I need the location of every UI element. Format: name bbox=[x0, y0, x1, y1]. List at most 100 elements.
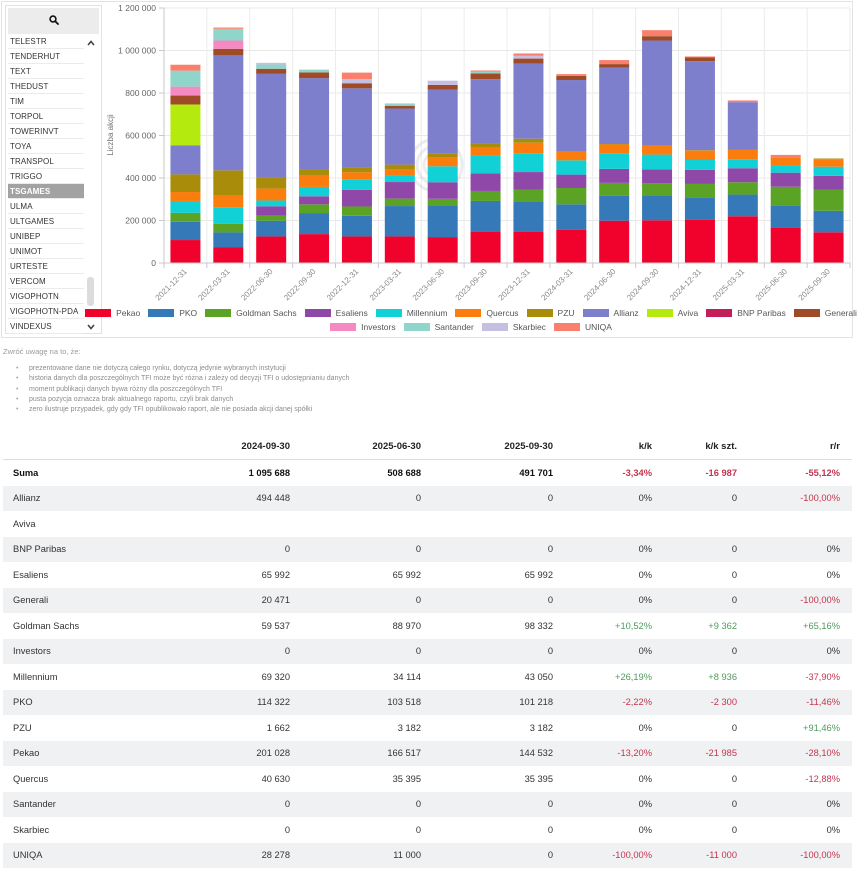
bar-pko-2022-06-30[interactable] bbox=[256, 220, 287, 237]
legend-item-pzu[interactable]: PZU bbox=[526, 308, 575, 318]
bar-pzu-2022-12-31[interactable] bbox=[341, 167, 372, 173]
bar-goldman-sachs-2022-09-30[interactable] bbox=[299, 204, 330, 214]
bar-santander-2021-12-31[interactable] bbox=[170, 70, 201, 87]
bar-goldman-sachs-2025-09-30[interactable] bbox=[813, 189, 844, 211]
bar-millennium-2023-06-30[interactable] bbox=[427, 166, 458, 183]
bar-pekao-2022-12-31[interactable] bbox=[341, 236, 372, 263]
bar-millennium-2023-03-31[interactable] bbox=[384, 175, 415, 183]
bar-esaliens-2022-06-30[interactable] bbox=[256, 206, 287, 216]
bar-pzu-2023-09-30[interactable] bbox=[470, 143, 501, 148]
legend-item-quercus[interactable]: Quercus bbox=[455, 308, 519, 318]
bar-generali-2024-06-30[interactable] bbox=[599, 64, 630, 68]
bar-pekao-2024-03-31[interactable] bbox=[556, 229, 587, 263]
bar-esaliens-2023-09-30[interactable] bbox=[470, 173, 501, 191]
bar-esaliens-2023-03-31[interactable] bbox=[384, 182, 415, 199]
bar-pekao-2021-12-31[interactable] bbox=[170, 240, 201, 263]
bar-uniqa-2025-03-31[interactable] bbox=[727, 100, 758, 103]
bar-millennium-2023-09-30[interactable] bbox=[470, 155, 501, 174]
bar-pko-2022-12-31[interactable] bbox=[341, 215, 372, 237]
bar-pko-2022-09-30[interactable] bbox=[299, 213, 330, 235]
bar-quercus-2023-06-30[interactable] bbox=[427, 157, 458, 167]
search-button[interactable] bbox=[8, 8, 99, 34]
header-2024-09-30[interactable]: 2024-09-30 bbox=[163, 433, 293, 460]
bar-millennium-2022-06-30[interactable] bbox=[256, 200, 287, 207]
legend-item-goldman-sachs[interactable]: Goldman Sachs bbox=[205, 308, 297, 318]
bar-skarbiec-2023-06-30[interactable] bbox=[427, 80, 458, 85]
ticker-item[interactable]: TORPOL bbox=[8, 109, 84, 124]
bar-allianz-2024-06-30[interactable] bbox=[599, 67, 630, 144]
bar-pekao-2023-06-30[interactable] bbox=[427, 237, 458, 263]
bar-allianz-2022-03-31[interactable] bbox=[213, 55, 244, 171]
bar-pko-2023-12-31[interactable] bbox=[513, 201, 544, 232]
legend-item-esaliens[interactable]: Esaliens bbox=[304, 308, 368, 318]
bar-allianz-2023-03-31[interactable] bbox=[384, 108, 415, 165]
legend-item-aviva[interactable]: Aviva bbox=[646, 308, 698, 318]
legend-item-santander[interactable]: Santander bbox=[403, 322, 474, 332]
bar-pzu-2021-12-31[interactable] bbox=[170, 174, 201, 193]
bar-esaliens-2024-06-30[interactable] bbox=[599, 168, 630, 183]
header-rr-pct[interactable]: r/r bbox=[740, 433, 852, 460]
ticker-item[interactable]: UNIMOT bbox=[8, 244, 84, 259]
bar-pekao-2023-09-30[interactable] bbox=[470, 231, 501, 263]
bar-quercus-2024-09-30[interactable] bbox=[642, 145, 673, 155]
ticker-item[interactable]: TEXT bbox=[8, 64, 84, 79]
bar-esaliens-2023-06-30[interactable] bbox=[427, 182, 458, 199]
bar-millennium-2023-12-31[interactable] bbox=[513, 153, 544, 173]
bar-pko-2021-12-31[interactable] bbox=[170, 221, 201, 241]
bar-allianz-2023-09-30[interactable] bbox=[470, 79, 501, 144]
scroll-down-button[interactable] bbox=[86, 321, 96, 331]
bar-generali-2022-06-30[interactable] bbox=[256, 68, 287, 74]
bar-millennium-2022-09-30[interactable] bbox=[299, 186, 330, 197]
bar-generali-2023-03-31[interactable] bbox=[384, 105, 415, 109]
bar-pekao-2023-03-31[interactable] bbox=[384, 236, 415, 263]
bar-esaliens-2022-09-30[interactable] bbox=[299, 196, 330, 205]
bar-quercus-2022-09-30[interactable] bbox=[299, 175, 330, 187]
bar-goldman-sachs-2022-06-30[interactable] bbox=[256, 215, 287, 221]
header-2025-06-30[interactable]: 2025-06-30 bbox=[293, 433, 424, 460]
bar-goldman-sachs-2023-06-30[interactable] bbox=[427, 198, 458, 206]
bar-millennium-2024-03-31[interactable] bbox=[556, 160, 587, 175]
bar-goldman-sachs-2023-09-30[interactable] bbox=[470, 190, 501, 201]
header-kk-pct[interactable]: k/k bbox=[556, 433, 655, 460]
ticker-item[interactable]: THEDUST bbox=[8, 79, 84, 94]
bar-skarbiec-2022-06-30[interactable] bbox=[256, 62, 287, 65]
bar-generali-2024-03-31[interactable] bbox=[556, 75, 587, 81]
bar-esaliens-2025-03-31[interactable] bbox=[727, 168, 758, 183]
bar-millennium-2025-09-30[interactable] bbox=[813, 166, 844, 176]
bar-quercus-2023-03-31[interactable] bbox=[384, 169, 415, 176]
bar-pko-2024-12-31[interactable] bbox=[684, 197, 715, 220]
bar-allianz-2022-06-30[interactable] bbox=[256, 73, 287, 178]
bar-pko-2022-03-31[interactable] bbox=[213, 232, 244, 248]
bar-skarbiec-2023-12-31[interactable] bbox=[513, 55, 544, 59]
bar-allianz-2024-12-31[interactable] bbox=[684, 61, 715, 151]
bar-goldman-sachs-2024-09-30[interactable] bbox=[642, 183, 673, 196]
bar-santander-2022-06-30[interactable] bbox=[256, 64, 287, 69]
bar-pko-2025-03-31[interactable] bbox=[727, 194, 758, 217]
bar-allianz-2024-03-31[interactable] bbox=[556, 80, 587, 152]
legend-item-bnp-paribas[interactable]: BNP Paribas bbox=[706, 308, 786, 318]
bar-pko-2023-09-30[interactable] bbox=[470, 200, 501, 232]
bar-pko-2025-06-30[interactable] bbox=[770, 205, 801, 228]
bar-goldman-sachs-2024-06-30[interactable] bbox=[599, 182, 630, 196]
bar-pekao-2024-12-31[interactable] bbox=[684, 219, 715, 263]
ticker-item[interactable]: VINDEXUS bbox=[8, 319, 84, 334]
legend-item-allianz[interactable]: Allianz bbox=[582, 308, 639, 318]
bar-esaliens-2023-12-31[interactable] bbox=[513, 172, 544, 190]
bar-uniqa-2024-09-30[interactable] bbox=[642, 30, 673, 37]
bar-uniqa-2024-03-31[interactable] bbox=[556, 74, 587, 76]
bar-goldman-sachs-2022-03-31[interactable] bbox=[213, 223, 244, 233]
bar-allianz-2023-12-31[interactable] bbox=[513, 63, 544, 139]
ticker-item[interactable]: TELESTR bbox=[8, 34, 84, 49]
bar-santander-2022-09-30[interactable] bbox=[299, 69, 330, 73]
bar-pzu-2022-03-31[interactable] bbox=[213, 170, 244, 196]
ticker-item[interactable]: UNIBEP bbox=[8, 229, 84, 244]
bar-uniqa-2025-06-30[interactable] bbox=[770, 154, 801, 158]
bar-pekao-2023-12-31[interactable] bbox=[513, 231, 544, 263]
bar-goldman-sachs-2025-03-31[interactable] bbox=[727, 182, 758, 195]
bar-pzu-2023-06-30[interactable] bbox=[427, 153, 458, 158]
bar-generali-2022-09-30[interactable] bbox=[299, 72, 330, 79]
bar-generali-2022-12-31[interactable] bbox=[341, 83, 372, 89]
bar-millennium-2024-09-30[interactable] bbox=[642, 154, 673, 170]
bar-quercus-2021-12-31[interactable] bbox=[170, 192, 201, 201]
ticker-item[interactable]: TSGAMES bbox=[8, 184, 84, 199]
